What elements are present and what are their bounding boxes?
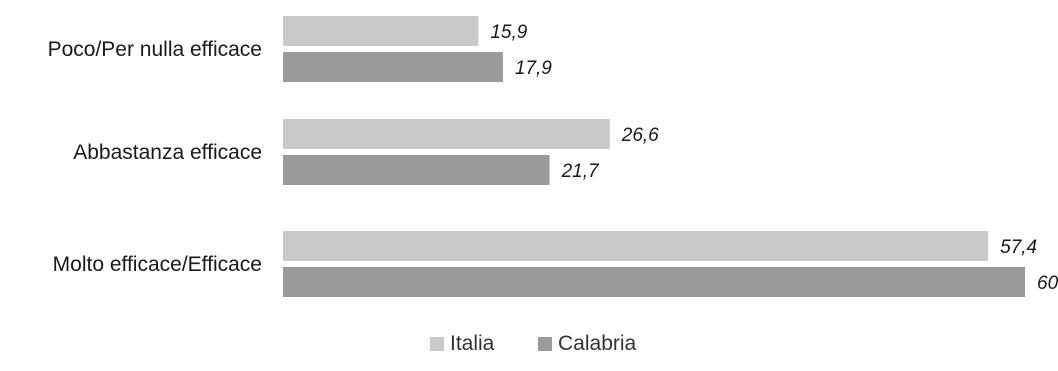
legend-label-italia: Italia (450, 332, 495, 355)
value-label-italia-abbastanza-efficace: 26,6 (621, 125, 659, 146)
value-label-calabria-molto-efficace-efficace: 60,4 (1037, 273, 1058, 294)
value-label-calabria-abbastanza-efficace: 21,7 (561, 161, 600, 182)
legend-swatch-calabria (538, 337, 552, 351)
category-label-poco-per-nulla-efficace: Poco/Per nulla efficace (48, 38, 262, 61)
value-label-italia-molto-efficace-efficace: 57,4 (1000, 237, 1037, 258)
category-label-molto-efficace-efficace: Molto efficace/Efficace (53, 253, 262, 276)
bar-calabria-abbastanza-efficace (283, 155, 550, 185)
value-label-calabria-poco-per-nulla-efficace: 17,9 (515, 58, 552, 79)
bar-italia-molto-efficace-efficace (283, 231, 989, 261)
bar-italia-poco-per-nulla-efficace (283, 16, 479, 46)
value-label-italia-poco-per-nulla-efficace: 15,9 (490, 22, 527, 43)
legend: Italia Calabria (430, 332, 637, 355)
bar-italia-abbastanza-efficace (283, 119, 610, 149)
legend-label-calabria: Calabria (558, 332, 637, 355)
bar-calabria-molto-efficace-efficace (283, 267, 1025, 297)
bar-calabria-poco-per-nulla-efficace (283, 52, 503, 82)
legend-swatch-italia (430, 337, 444, 351)
category-label-abbastanza-efficace: Abbastanza efficace (73, 141, 262, 164)
